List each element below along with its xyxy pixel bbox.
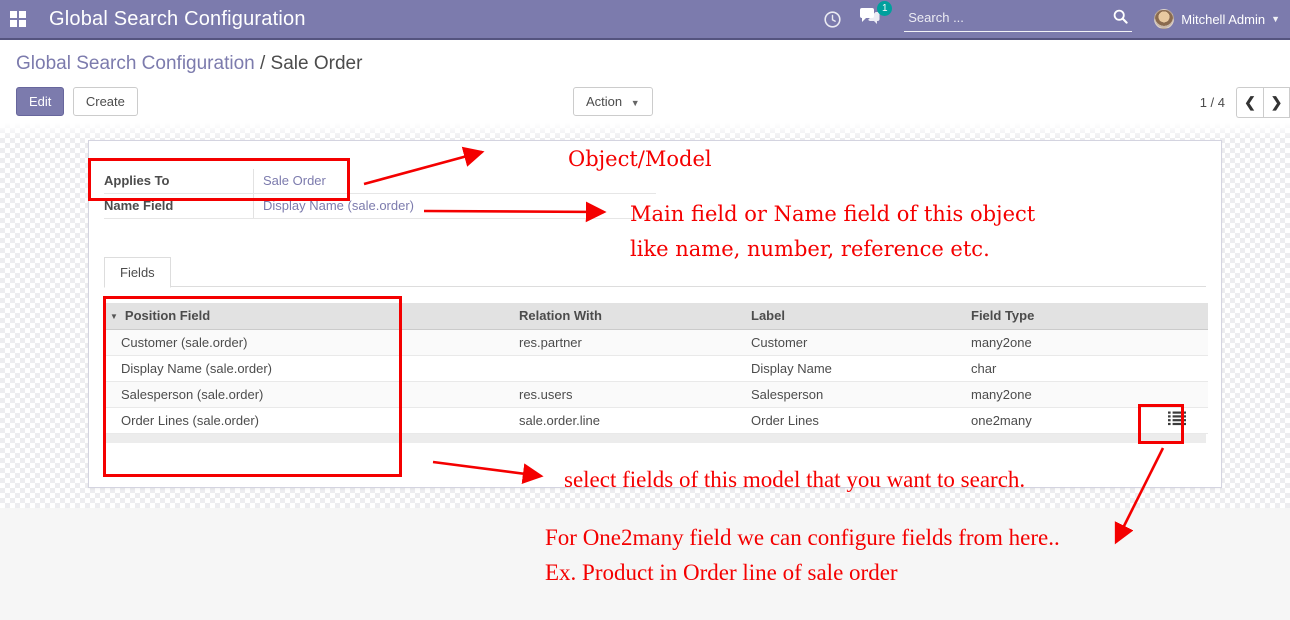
header-field-type[interactable]: Field Type xyxy=(958,303,1146,330)
configure-subfields-list-icon[interactable] xyxy=(1168,411,1186,426)
cell-relation-with[interactable] xyxy=(506,355,738,382)
cell-relation-with[interactable]: res.users xyxy=(506,381,738,408)
breadcrumb: Global Search Configuration / Sale Order xyxy=(0,40,1290,75)
name-field-value-link[interactable]: Display Name (sale.order) xyxy=(253,194,656,218)
cell-field-type[interactable]: char xyxy=(958,355,1146,382)
cell-actions xyxy=(1146,329,1208,356)
table-row[interactable]: Salesperson (sale.order) res.users Sales… xyxy=(104,381,1208,408)
control-panel: Global Search Configuration / Sale Order… xyxy=(0,40,1290,123)
pager-next-button[interactable]: ❯ xyxy=(1263,87,1290,118)
table-header-row: ▼ Position Field Relation With Label Fiel… xyxy=(104,303,1208,330)
pager-count: 1 / 4 xyxy=(1199,95,1225,110)
top-navbar: Global Search Configuration 1 xyxy=(0,0,1290,40)
cell-position-field[interactable]: Customer (sale.order) xyxy=(104,329,506,356)
cell-label[interactable]: Display Name xyxy=(738,355,958,382)
user-menu[interactable]: Mitchell Admin xyxy=(1181,11,1266,27)
breadcrumb-current: Sale Order xyxy=(270,53,363,74)
breadcrumb-separator: / xyxy=(254,53,271,74)
cell-field-type[interactable]: many2one xyxy=(958,329,1146,356)
cell-label[interactable]: Customer xyxy=(738,329,958,356)
cell-relation-with[interactable]: sale.order.line xyxy=(506,407,738,434)
pager: 1 / 4 ❮ ❯ xyxy=(1200,87,1290,118)
cell-label[interactable]: Order Lines xyxy=(738,407,958,434)
app-title: Global Search Configuration xyxy=(49,7,306,30)
messages-icon[interactable]: 1 xyxy=(859,1,893,30)
applies-to-value-link[interactable]: Sale Order xyxy=(253,169,656,193)
cell-relation-with[interactable]: res.partner xyxy=(506,329,738,356)
cell-label[interactable]: Salesperson xyxy=(738,381,958,408)
name-field-label: Name Field xyxy=(104,198,174,213)
tab-bar: Fields xyxy=(104,257,1206,288)
button-row: Edit Create xyxy=(16,87,138,116)
field-row-name-field: Name Field Display Name (sale.order) xyxy=(104,194,656,219)
cell-position-field[interactable]: Salesperson (sale.order) xyxy=(104,381,506,408)
cell-actions xyxy=(1146,355,1208,382)
tab-fields[interactable]: Fields xyxy=(104,257,171,288)
header-actions xyxy=(1146,303,1208,330)
header-position-field[interactable]: ▼ Position Field xyxy=(104,303,506,330)
table-row[interactable]: Order Lines (sale.order) sale.order.line… xyxy=(104,407,1208,434)
user-menu-caret-icon[interactable]: ▼ xyxy=(1271,14,1280,24)
form-sheet: Applies To Sale Order Name Field Display… xyxy=(88,140,1222,488)
pager-previous-button[interactable]: ❮ xyxy=(1236,87,1263,118)
edit-button[interactable]: Edit xyxy=(16,87,65,116)
notebook: Fields ▼ Position Field Relation With Lab… xyxy=(104,257,1208,443)
user-avatar[interactable] xyxy=(1154,9,1175,29)
activities-clock-icon[interactable] xyxy=(824,10,841,28)
search-icon[interactable] xyxy=(1113,9,1128,24)
apps-menu-icon[interactable] xyxy=(10,11,28,27)
table-row[interactable]: Customer (sale.order) res.partner Custom… xyxy=(104,329,1208,356)
fields-table: ▼ Position Field Relation With Label Fiel… xyxy=(104,303,1208,434)
caret-down-icon: ▼ xyxy=(630,98,640,108)
action-dropdown-button[interactable]: Action ▼ xyxy=(573,87,653,116)
cell-field-type[interactable]: one2many xyxy=(958,407,1146,434)
create-button[interactable]: Create xyxy=(72,87,138,116)
search-input[interactable] xyxy=(904,6,1133,31)
global-search xyxy=(904,6,1133,32)
table-footer-strip xyxy=(104,433,1206,443)
optional-columns-caret-icon[interactable]: ▼ xyxy=(110,312,118,322)
breadcrumb-parent-link[interactable]: Global Search Configuration xyxy=(16,53,255,74)
cell-position-field[interactable]: Order Lines (sale.order) xyxy=(104,407,506,434)
header-relation-with[interactable]: Relation With xyxy=(506,303,738,330)
messages-count-badge: 1 xyxy=(877,1,893,16)
form-field-group: Applies To Sale Order Name Field Display… xyxy=(104,169,656,219)
cell-position-field[interactable]: Display Name (sale.order) xyxy=(104,355,506,382)
cell-actions xyxy=(1146,407,1208,434)
table-row[interactable]: Display Name (sale.order) Display Name c… xyxy=(104,355,1208,382)
navbar-right: 1 Mitchell Admin ▼ xyxy=(824,1,1280,32)
main-content: Applies To Sale Order Name Field Display… xyxy=(0,123,1290,508)
header-label[interactable]: Label xyxy=(738,303,958,330)
field-row-applies-to: Applies To Sale Order xyxy=(104,169,656,194)
cell-actions xyxy=(1146,381,1208,408)
cell-field-type[interactable]: many2one xyxy=(958,381,1146,408)
applies-to-label: Applies To xyxy=(104,173,170,188)
bottom-background xyxy=(0,508,1290,620)
